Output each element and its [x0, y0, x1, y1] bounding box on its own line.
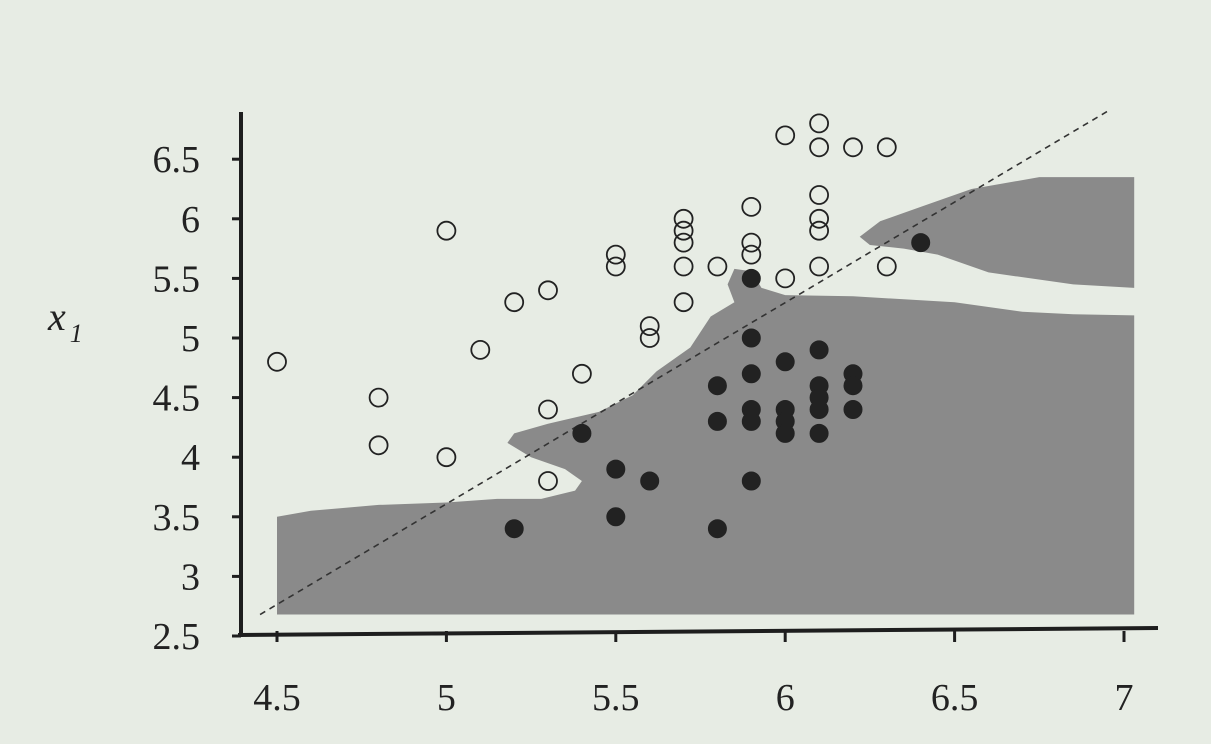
- open-point-26: [809, 113, 829, 134]
- filled-point-13: [741, 471, 761, 491]
- open-point-17: [673, 232, 694, 253]
- open-point-18: [673, 256, 694, 277]
- open-point-1: [368, 387, 389, 408]
- filled-point-25: [843, 400, 863, 419]
- y-axis-ticks: 2.5 3 3.5 4 4.5 5 5.5 6 6.5: [153, 139, 241, 658]
- y-tick-label-0: 2.5: [153, 616, 201, 658]
- open-point-22: [741, 232, 762, 253]
- open-point-8: [538, 399, 558, 420]
- open-point-10: [572, 363, 592, 384]
- open-point-14: [639, 328, 660, 348]
- y-tick-label-6: 5.5: [153, 258, 201, 300]
- data-points: [267, 113, 931, 539]
- open-point-0: [267, 351, 287, 372]
- x-tick-label-3: 6: [776, 677, 795, 719]
- open-point-19: [673, 292, 694, 313]
- filled-point-17: [775, 423, 795, 443]
- y-tick-label-1: 3: [181, 556, 200, 598]
- open-point-27: [809, 137, 829, 158]
- decision-region-2: [859, 177, 1135, 288]
- open-point-23: [741, 244, 762, 265]
- x-tick-label-0: 4.5: [253, 677, 301, 719]
- filled-point-0: [504, 519, 524, 539]
- open-point-33: [876, 137, 897, 158]
- open-point-29: [809, 208, 829, 229]
- open-point-11: [605, 244, 626, 265]
- filled-point-7: [707, 519, 727, 539]
- filled-point-21: [809, 400, 829, 419]
- decision-regions: [277, 177, 1135, 615]
- filled-point-18: [809, 340, 829, 360]
- filled-point-8: [741, 268, 761, 288]
- x-tick-label-5: 7: [1115, 677, 1134, 719]
- filled-point-24: [843, 376, 863, 396]
- filled-point-1: [572, 423, 592, 443]
- open-point-16: [673, 220, 694, 241]
- y-tick-label-7: 6: [181, 199, 200, 241]
- y-axis-title-subscript: 1: [70, 319, 83, 348]
- open-point-31: [809, 256, 829, 277]
- open-point-20: [707, 256, 728, 277]
- open-point-30: [809, 220, 829, 241]
- decision-region-1: [277, 268, 1135, 615]
- y-tick-label-5: 5: [181, 318, 200, 360]
- filled-point-26: [911, 233, 931, 253]
- open-point-24: [775, 125, 796, 146]
- open-point-25: [775, 268, 796, 289]
- y-tick-label-8: 6.5: [153, 139, 201, 181]
- open-point-9: [538, 471, 558, 491]
- open-point-2: [368, 435, 389, 456]
- filled-point-12: [741, 411, 761, 431]
- filled-point-22: [809, 423, 829, 443]
- filled-point-3: [606, 507, 626, 527]
- open-point-3: [436, 220, 457, 241]
- open-point-6: [504, 292, 525, 313]
- y-tick-label-2: 3.5: [153, 497, 201, 539]
- open-point-12: [605, 256, 626, 277]
- filled-point-5: [707, 376, 727, 396]
- filled-point-4: [640, 471, 660, 491]
- open-point-5: [470, 339, 491, 360]
- x-tick-label-1: 5: [437, 677, 456, 719]
- open-point-32: [843, 137, 863, 158]
- open-point-4: [436, 447, 457, 468]
- x-axis-ticks: 4.5 5 5.5 6 6.5 7: [253, 631, 1134, 719]
- open-point-15: [673, 208, 694, 229]
- filled-point-2: [606, 459, 626, 479]
- y-tick-label-3: 4: [181, 437, 200, 479]
- filled-point-6: [707, 411, 727, 431]
- y-tick-label-4: 4.5: [153, 378, 201, 420]
- y-axis-title-main: x: [47, 294, 66, 339]
- filled-point-10: [741, 364, 761, 384]
- open-point-7: [538, 280, 558, 301]
- axes: [237, 112, 1159, 637]
- open-point-13: [639, 316, 660, 337]
- open-point-34: [876, 256, 897, 277]
- x-tick-label-4: 6.5: [931, 677, 979, 719]
- open-point-21: [741, 196, 762, 217]
- x-axis-line: [237, 626, 1159, 637]
- filled-point-9: [741, 328, 761, 348]
- open-point-28: [809, 185, 829, 205]
- x-tick-label-2: 5.5: [592, 677, 640, 719]
- filled-point-14: [775, 352, 795, 372]
